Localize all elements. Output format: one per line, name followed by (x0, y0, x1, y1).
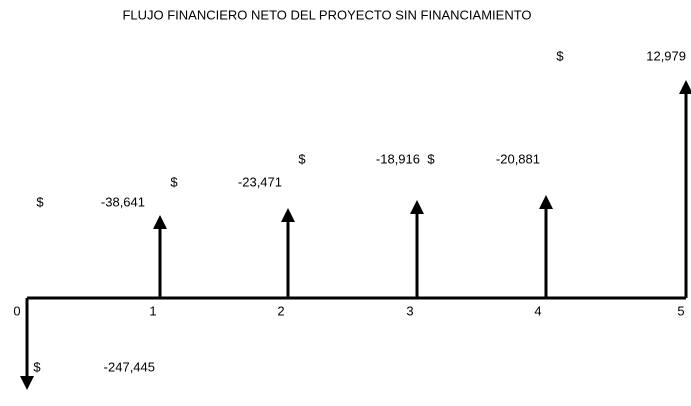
flow-currency: $ (33, 359, 41, 374)
period-label: 1 (149, 303, 156, 318)
period-label: 3 (406, 303, 413, 318)
flow-amount: 12,979 (646, 48, 686, 63)
flow-arrow-head (281, 208, 295, 222)
flow-arrow-head (679, 80, 691, 94)
flow-arrow-head (410, 200, 424, 214)
flow-currency: $ (170, 174, 178, 189)
period-label: 5 (677, 303, 684, 318)
period-label: 2 (277, 303, 284, 318)
flow-arrow-head (153, 215, 167, 229)
flow-arrow-head (539, 195, 553, 209)
flow-currency: $ (556, 48, 564, 63)
flow-amount: -20,881 (496, 151, 540, 166)
period-label: 0 (13, 303, 20, 318)
flow-amount: -23,471 (238, 174, 282, 189)
flow-currency: $ (36, 194, 44, 209)
flow-amount: -247,445 (104, 359, 155, 374)
flow-amount: -38,641 (101, 194, 145, 209)
flow-amount: -18,916 (376, 151, 420, 166)
flow-currency: $ (298, 151, 306, 166)
diagram-title: FLUJO FINANCIERO NETO DEL PROYECTO SIN F… (122, 7, 531, 22)
flow-arrow-head (20, 376, 34, 390)
period-label: 4 (534, 303, 541, 318)
flow-currency: $ (427, 151, 435, 166)
